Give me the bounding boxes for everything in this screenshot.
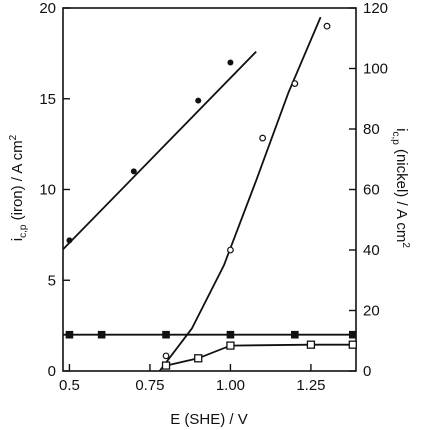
iron-series-line (62, 50, 257, 251)
open-square-series-point (194, 354, 203, 363)
filled-square-series-point (65, 330, 74, 339)
axes-layer: 0.5 0.75 1.00 1.25 0 5 10 15 20 0 20 40 60 80 100 120 (39, 0, 388, 394)
y-left-label-superscript: 2 (8, 134, 19, 140)
y-right-label-rest: (nickel) / A cm (393, 145, 410, 243)
lines-layer (62, 16, 353, 372)
y-left-label-rest: (iron) / A cm (9, 140, 26, 224)
filled-square-series-point (162, 330, 170, 339)
y-left-tick-label: 5 (48, 272, 56, 289)
open-square-series-point (348, 340, 357, 349)
filled-square-series-point (226, 330, 235, 339)
x-tick-label: 0.75 (135, 377, 164, 394)
markers-layer (65, 22, 357, 370)
y-left-label-subscript: c,p (18, 224, 29, 238)
x-tick-label: 1.00 (216, 377, 245, 394)
iron-series-point (130, 168, 137, 175)
iron-series-point (195, 97, 202, 104)
svg-text:ic,p (iron) / A cm2: ic,p (iron) / A cm2 (8, 134, 29, 241)
x-axis-label: E (SHE) / V (170, 411, 248, 428)
y-right-tick-label: 80 (363, 121, 380, 138)
iron-series-point (227, 59, 234, 66)
nickel-series-line (158, 16, 322, 372)
y-right-tick-label: 40 (363, 242, 380, 259)
iron-series-point (66, 237, 73, 244)
y-left-axis-label: ic,p (iron) / A cm2 (8, 134, 29, 241)
plot-frame (62, 7, 357, 372)
open-square-series-point (161, 361, 171, 370)
y-left-tick-label: 20 (39, 0, 56, 17)
y-left-label-i: i (9, 238, 26, 241)
x-tick-label: 0.5 (59, 377, 80, 394)
svg-text:ic,p (nickel) / A cm2: ic,p (nickel) / A cm2 (390, 128, 411, 248)
y-right-axis-label: ic,p (nickel) / A cm2 (390, 128, 411, 248)
nickel-series-point (323, 22, 331, 30)
filled-square-series-point (348, 330, 357, 339)
nickel-series-point (291, 80, 299, 88)
y-right-tick-label: 0 (363, 363, 371, 380)
y-right-tick-label: 20 (363, 303, 380, 320)
nickel-series-point (162, 352, 170, 360)
y-right-tick-label: 100 (363, 61, 388, 78)
y-right-label-superscript: 2 (400, 242, 411, 248)
y-right-label-i: i (393, 128, 410, 131)
filled-square-series-point (97, 330, 106, 339)
y-right-tick-label: 120 (363, 0, 388, 17)
nickel-series-point (227, 246, 234, 254)
open-square-series-point (306, 340, 316, 349)
y-left-tick-label: 15 (39, 91, 56, 108)
filled-square-series-point (291, 330, 299, 339)
open-square-series-line (165, 343, 353, 367)
y-left-tick-label: 0 (48, 363, 56, 380)
y-left-tick-label: 10 (39, 182, 56, 199)
y-right-tick-label: 60 (363, 182, 380, 199)
nickel-series-point (259, 134, 267, 142)
open-square-series-point (226, 341, 235, 350)
y-right-label-subscript: c,p (390, 131, 401, 145)
x-tick-label: 1.25 (296, 377, 325, 394)
